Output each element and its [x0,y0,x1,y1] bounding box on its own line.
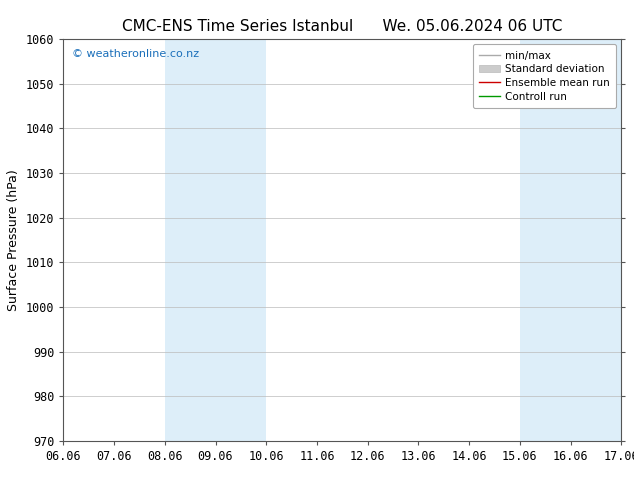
Bar [165,39,266,441]
Bar [520,39,621,441]
Legend: min/max, Standard deviation, Ensemble mean run, Controll run: min/max, Standard deviation, Ensemble me… [473,45,616,108]
Title: CMC-ENS Time Series Istanbul      We. 05.06.2024 06 UTC: CMC-ENS Time Series Istanbul We. 05.06.2… [122,19,562,34]
Y-axis label: Surface Pressure (hPa): Surface Pressure (hPa) [8,169,20,311]
Text: © weatheronline.co.nz: © weatheronline.co.nz [72,49,199,59]
